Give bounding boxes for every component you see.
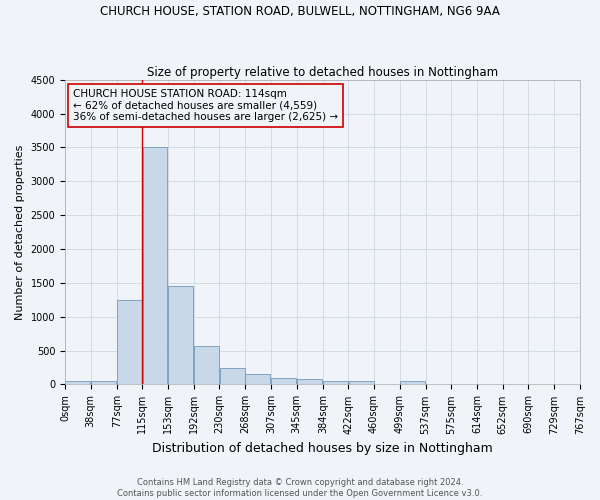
X-axis label: Distribution of detached houses by size in Nottingham: Distribution of detached houses by size … bbox=[152, 442, 493, 455]
Bar bbox=[194, 346, 219, 385]
Text: Contains HM Land Registry data © Crown copyright and database right 2024.
Contai: Contains HM Land Registry data © Crown c… bbox=[118, 478, 482, 498]
Bar bbox=[143, 148, 167, 384]
Bar bbox=[271, 378, 296, 384]
Bar bbox=[220, 368, 245, 384]
Bar bbox=[297, 380, 322, 384]
Bar bbox=[65, 381, 90, 384]
Title: Size of property relative to detached houses in Nottingham: Size of property relative to detached ho… bbox=[147, 66, 498, 78]
Bar bbox=[245, 374, 270, 384]
Text: CHURCH HOUSE STATION ROAD: 114sqm
← 62% of detached houses are smaller (4,559)
3: CHURCH HOUSE STATION ROAD: 114sqm ← 62% … bbox=[73, 89, 338, 122]
Bar bbox=[323, 381, 348, 384]
Bar bbox=[168, 286, 193, 384]
Bar bbox=[349, 381, 374, 384]
Bar bbox=[400, 381, 425, 384]
Bar bbox=[117, 300, 142, 384]
Y-axis label: Number of detached properties: Number of detached properties bbox=[15, 144, 25, 320]
Bar bbox=[91, 381, 116, 384]
Text: CHURCH HOUSE, STATION ROAD, BULWELL, NOTTINGHAM, NG6 9AA: CHURCH HOUSE, STATION ROAD, BULWELL, NOT… bbox=[100, 5, 500, 18]
